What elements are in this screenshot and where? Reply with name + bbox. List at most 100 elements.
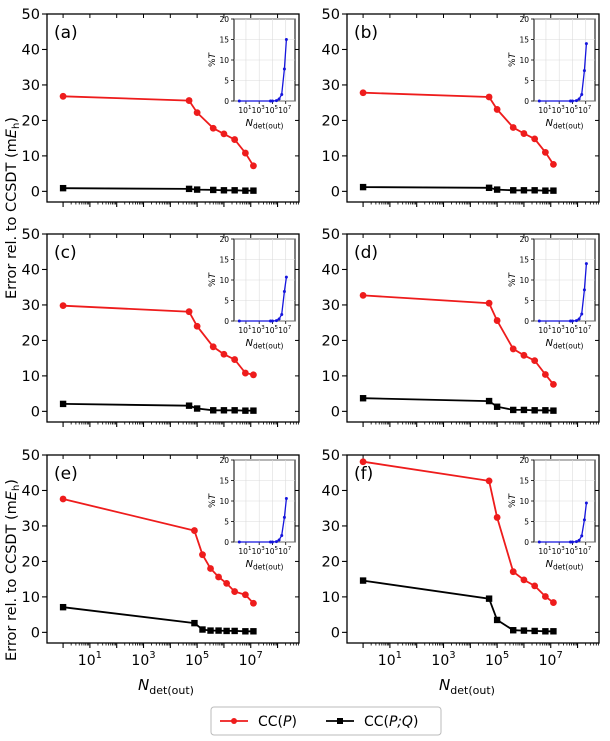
panel-f-ytick-label-2: 20 xyxy=(322,554,340,570)
panel-e-inset-ylabel: %T xyxy=(208,492,218,508)
panel-c-ccpq-point-6 xyxy=(242,407,249,414)
panel-a-ccpq-point-4 xyxy=(220,187,228,194)
panel-d-inset-xtick-label-3: 107 xyxy=(578,325,592,335)
panel-f-ccp-point-0 xyxy=(359,458,367,466)
panel-b-ytick-label-2: 20 xyxy=(322,113,340,129)
panel-d-inset-point-0 xyxy=(537,319,541,323)
panel-e-xtick-label-1: 103 xyxy=(131,650,155,669)
panel-a-inset-point-2 xyxy=(270,99,274,103)
panel-a-ccp-point-5 xyxy=(231,136,239,143)
panel-e-ccp-point-6 xyxy=(231,588,239,595)
panel-c-inset-xtick-label-3: 107 xyxy=(278,325,292,335)
ylabel-bottom-E: E xyxy=(4,490,20,500)
panel-c: 0 10 20 30 40 50 (c) 0 5 10 15 20 101 103 105 107 %T Ndet… xyxy=(22,227,300,427)
panel-d-inset-ytick-label-4: 20 xyxy=(519,235,529,244)
panel-d-ccpq-point-2 xyxy=(493,403,501,410)
panel-d-inset-point-5 xyxy=(580,312,584,316)
panel-e-ccpq-point-1 xyxy=(191,619,198,627)
panel-b-inset-point-5 xyxy=(580,92,584,96)
panel-d-ccp-point-4 xyxy=(520,351,528,359)
panel-e-xtick-label-3: 107 xyxy=(239,650,263,669)
panel-b-ccp-point-4 xyxy=(520,130,528,137)
ylabel-bottom-close: ) xyxy=(4,479,20,485)
panel-b-inset-point-6 xyxy=(582,69,586,73)
panel-f-inset-point-7 xyxy=(584,501,588,505)
panel-f-ccp-point-4 xyxy=(520,576,528,584)
panel-d-ccp-point-7 xyxy=(550,381,557,388)
panel-d-ytick-label-2: 20 xyxy=(322,333,340,349)
panel-f-ccpq-point-3 xyxy=(510,627,517,634)
panel-d-inset: 0 5 10 15 20 101 103 105 107 %T Ndet(out) xyxy=(508,235,596,351)
panel-c-ccp-point-1 xyxy=(185,308,193,316)
panel-c-ytick-label-3: 30 xyxy=(22,298,40,314)
panel-b-ytick-label-0: 0 xyxy=(331,184,340,200)
panel-f-ccp-point-6 xyxy=(541,593,549,600)
panel-e-inset-ytick-label-4: 20 xyxy=(219,456,229,465)
panel-b-ccpq-point-5 xyxy=(531,187,538,194)
panel-b-ccpq-point-0 xyxy=(359,183,367,191)
panel-e-inset-ytick-label-1: 5 xyxy=(224,518,229,527)
panel-b-ccpq-point-4 xyxy=(520,187,528,194)
panel-e-ccp-point-8 xyxy=(250,599,257,607)
ylabel-top: Error rel. to CCSDT (mEh) xyxy=(4,117,22,299)
panel-a-inset-ytick-label-2: 10 xyxy=(219,56,229,65)
panel-f-ccpq-point-7 xyxy=(550,628,557,635)
panel-c-ccpq-point-5 xyxy=(231,407,238,414)
panel-f-ccpq-point-2 xyxy=(493,616,501,624)
panel-e-ccp-point-7 xyxy=(241,591,249,599)
panel-e-ccp-point-0 xyxy=(59,495,67,503)
panel-c-inset-point-3 xyxy=(274,319,278,323)
panel-e-inset-point-0 xyxy=(237,540,241,544)
panel-e-inset-xtick-label-2: 105 xyxy=(265,546,279,556)
panel-c-inset-ytick-label-2: 10 xyxy=(219,276,229,285)
panel-e-inset-xtick-label-0: 101 xyxy=(238,546,251,556)
panel-f-xtick-label-1: 103 xyxy=(431,650,455,669)
legend-ccp-label: CC(P) xyxy=(258,714,297,730)
panel-d-ytick-label-0: 0 xyxy=(331,404,340,420)
panel-e-ccpq-point-7 xyxy=(242,628,249,635)
panel-b-ccpq-point-6 xyxy=(542,187,549,194)
panel-d-inset-xtick-label-2: 105 xyxy=(565,325,579,335)
panel-d-inset-point-6 xyxy=(582,288,586,292)
panel-d-ccpq-point-7 xyxy=(550,407,557,414)
panel-f-ytick-label-5: 50 xyxy=(322,448,340,464)
panel-b-inset-xtick-label-0: 101 xyxy=(538,105,551,115)
panel-f-ccp-point-1 xyxy=(485,477,493,485)
panel-a-ytick-label-5: 50 xyxy=(22,7,40,23)
panel-d-ccpq-point-5 xyxy=(531,407,538,414)
panel-c-inset-point-2 xyxy=(270,319,274,323)
panel-d-inset-ylabel: %T xyxy=(508,271,518,287)
panel-b-inset-xtick-label-1: 103 xyxy=(552,105,566,115)
panel-a-inset-point-0 xyxy=(237,99,241,103)
panel-e-inset-point-5 xyxy=(280,533,284,537)
panel-e-inset-ytick-label-2: 10 xyxy=(219,497,229,506)
panel-a-ytick-label-1: 10 xyxy=(22,149,40,165)
panel-c-ccp-point-3 xyxy=(209,343,217,351)
panel-a-ytick-label-0: 0 xyxy=(31,184,40,200)
panel-e-ccp-point-3 xyxy=(207,565,214,572)
ylabel-top-h: h xyxy=(11,123,22,129)
panel-f-ccpq-point-6 xyxy=(542,628,549,635)
panel-c-ccpq-point-3 xyxy=(210,407,217,414)
panel-f-ccp-point-3 xyxy=(509,568,517,576)
panel-e-ytick-label-5: 50 xyxy=(22,448,40,464)
panel-b-ccpq-point-7 xyxy=(550,187,557,194)
panel-c-inset-ylabel: %T xyxy=(208,271,218,287)
panel-e-inset-xlabel: Ndet(out) xyxy=(246,559,284,572)
panel-a-ccp-point-3 xyxy=(209,124,217,132)
panel-b-ccpq-point-2 xyxy=(493,186,501,193)
panel-f-xtick-label-3: 107 xyxy=(539,650,563,669)
panel-e-ytick-label-4: 40 xyxy=(22,483,40,499)
panel-c-inset-ytick-label-1: 5 xyxy=(224,297,229,306)
panel-e-ccpq-point-3 xyxy=(207,627,214,634)
panel-c-inset-ytick-label-4: 20 xyxy=(219,235,229,244)
panel-f-ccpq-point-0 xyxy=(359,577,367,584)
panel-d-label: (d) xyxy=(354,243,378,263)
panel-d-ccpq-point-1 xyxy=(485,397,493,405)
panel-d-inset-ytick-label-2: 10 xyxy=(519,276,529,285)
panel-c-ccpq-point-7 xyxy=(250,407,257,414)
panel-b-ccp-point-5 xyxy=(531,135,539,143)
panel-a-inset-point-7 xyxy=(284,38,288,41)
panel-f-inset-ylabel: %T xyxy=(508,492,518,508)
